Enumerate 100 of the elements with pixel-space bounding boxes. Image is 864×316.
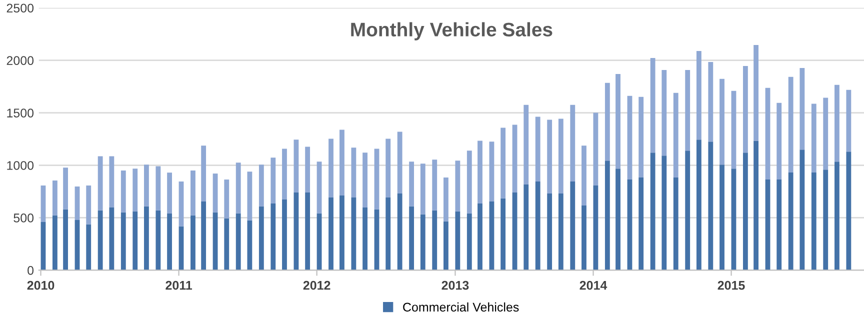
bar xyxy=(224,180,230,218)
bar xyxy=(593,112,598,186)
bar xyxy=(374,209,380,270)
bar xyxy=(316,162,322,214)
bar xyxy=(558,193,564,270)
x-tick-label: 2015 xyxy=(718,280,745,290)
bar xyxy=(40,186,46,222)
bar xyxy=(340,195,344,270)
bar xyxy=(167,213,172,270)
bar xyxy=(98,210,103,270)
bar xyxy=(167,172,172,214)
bar xyxy=(650,152,656,270)
legend-label: Commercial Vehicles xyxy=(403,302,519,312)
bar xyxy=(500,128,506,198)
bar xyxy=(270,203,276,270)
bar xyxy=(224,218,230,270)
bar xyxy=(455,160,460,212)
bar xyxy=(811,104,816,173)
bar xyxy=(512,192,518,270)
bar xyxy=(178,182,184,226)
bar xyxy=(535,182,540,270)
bar xyxy=(616,74,620,169)
bar xyxy=(144,206,149,270)
bar xyxy=(593,186,598,270)
bar xyxy=(109,156,114,208)
bar xyxy=(420,164,426,214)
bar xyxy=(788,76,794,173)
x-tick-label: 2010 xyxy=(27,280,54,290)
bar xyxy=(40,222,46,270)
bar xyxy=(662,70,667,156)
bar xyxy=(305,192,310,270)
bar xyxy=(638,96,644,178)
bar xyxy=(444,178,448,222)
bar xyxy=(834,162,840,270)
bar xyxy=(52,215,58,270)
bar xyxy=(236,162,241,214)
bar xyxy=(201,146,206,202)
bar xyxy=(765,88,770,180)
bar xyxy=(696,140,702,270)
bar xyxy=(156,210,161,270)
bar xyxy=(823,170,828,270)
x-tick-label: 2011 xyxy=(166,280,192,290)
bar xyxy=(765,180,770,270)
bar xyxy=(351,148,356,198)
bar xyxy=(742,152,748,270)
bar xyxy=(570,182,576,270)
bar xyxy=(132,168,138,212)
bar xyxy=(638,178,644,270)
bar xyxy=(156,166,161,210)
bar xyxy=(708,142,714,270)
bar xyxy=(478,203,482,270)
bar xyxy=(582,146,586,206)
bar xyxy=(258,164,264,206)
bar xyxy=(397,193,402,270)
bar xyxy=(662,156,667,270)
bar xyxy=(627,96,632,180)
bar xyxy=(144,164,149,206)
x-tick-label: 2012 xyxy=(303,280,330,290)
bar xyxy=(120,170,126,212)
x-tick-label: 2014 xyxy=(580,280,608,290)
bar xyxy=(720,164,724,270)
bar xyxy=(731,90,736,169)
bar xyxy=(201,201,206,270)
bar xyxy=(386,138,391,198)
bar xyxy=(190,215,196,270)
bar xyxy=(236,213,241,270)
bar xyxy=(328,197,334,270)
bar xyxy=(466,213,472,270)
bar xyxy=(731,168,736,270)
bar xyxy=(616,168,620,270)
bar xyxy=(305,146,310,192)
bar xyxy=(604,82,610,161)
bar xyxy=(754,140,758,270)
bar xyxy=(846,152,852,270)
bar xyxy=(362,152,368,208)
bar xyxy=(811,172,816,270)
bar xyxy=(132,211,138,270)
bar xyxy=(627,180,632,270)
bar xyxy=(800,150,805,270)
y-tick-label: 2500 xyxy=(6,4,34,13)
bar xyxy=(212,212,218,270)
bar xyxy=(466,150,472,214)
bar xyxy=(397,132,402,194)
bar xyxy=(52,180,58,216)
bar xyxy=(547,120,552,194)
bar xyxy=(823,98,828,170)
bar xyxy=(547,193,552,270)
bar xyxy=(190,170,196,216)
bar xyxy=(558,118,564,194)
bar xyxy=(409,206,414,270)
bar xyxy=(351,197,356,270)
bar xyxy=(328,138,334,198)
bar xyxy=(455,211,460,270)
bar xyxy=(650,58,656,153)
bar xyxy=(340,130,344,196)
bar xyxy=(86,186,92,224)
bar xyxy=(708,62,714,142)
bar xyxy=(294,140,299,192)
bar xyxy=(258,206,264,270)
bar xyxy=(420,214,426,270)
